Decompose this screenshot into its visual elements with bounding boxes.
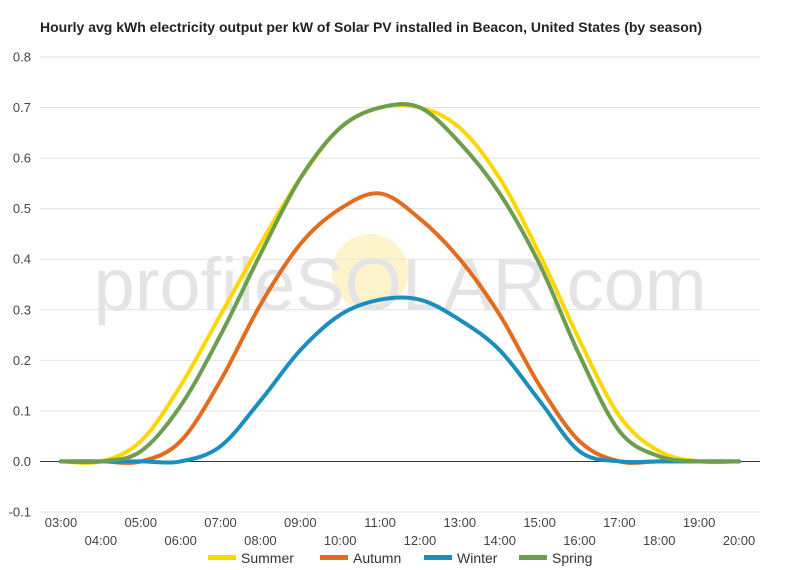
y-axis-ticks: -0.1 0.0 0.1 0.2 0.3 0.4 0.5 0.6 0.7 0.8	[9, 50, 31, 520]
y-tick-label: 0.1	[13, 403, 31, 418]
legend-swatch	[320, 555, 348, 560]
x-tick-label: 05:00	[124, 515, 157, 530]
y-tick-label: 0.7	[13, 100, 31, 115]
y-tick-label: 0.8	[13, 50, 31, 65]
series-lines	[59, 102, 741, 465]
watermark: profileSOLAR.com	[94, 234, 707, 326]
legend: Summer Autumn Winter Spring	[208, 550, 592, 566]
chart-title: Hourly avg kWh electricity output per kW…	[40, 19, 703, 35]
x-tick-label: 17:00	[603, 515, 636, 530]
watermark-text: profileSOLAR.com	[94, 243, 707, 326]
y-tick-label: 0.5	[13, 201, 31, 216]
y-tick-label: 0.4	[13, 252, 31, 267]
x-tick-label: 07:00	[204, 515, 237, 530]
x-tick-label: 03:00	[45, 515, 78, 530]
y-tick-label: -0.1	[9, 505, 31, 520]
x-tick-label: 04:00	[85, 533, 118, 548]
x-tick-label: 16:00	[563, 533, 596, 548]
series-line-winter	[59, 295, 741, 465]
legend-swatch	[208, 555, 236, 560]
series-line-autumn	[59, 191, 741, 465]
series-line-spring	[59, 102, 741, 465]
legend-label: Autumn	[353, 550, 401, 566]
x-tick-label: 12:00	[404, 533, 437, 548]
legend-label: Summer	[241, 550, 294, 566]
x-tick-label: 11:00	[364, 515, 396, 530]
x-tick-label: 15:00	[523, 515, 556, 530]
y-tick-label: 0.3	[13, 302, 31, 317]
legend-label: Spring	[552, 550, 592, 566]
x-tick-label: 19:00	[683, 515, 716, 530]
y-tick-label: 0.2	[13, 353, 31, 368]
legend-swatch	[424, 555, 452, 560]
x-tick-label: 10:00	[324, 533, 357, 548]
x-axis-ticks: 03:00 04:00 05:00 06:00 07:00 08:00 09:00 10:00…	[45, 515, 756, 548]
watermark-sun-icon	[332, 234, 408, 310]
x-tick-label: 18:00	[643, 533, 676, 548]
x-tick-label: 13:00	[444, 515, 477, 530]
y-tick-label: 0.6	[13, 151, 31, 166]
legend-label: Winter	[457, 550, 498, 566]
x-tick-label: 14:00	[483, 533, 516, 548]
grid	[40, 56, 760, 513]
y-tick-label: 0.0	[13, 454, 31, 469]
legend-swatch	[519, 555, 547, 560]
x-tick-label: 09:00	[284, 515, 317, 530]
x-tick-label: 06:00	[164, 533, 197, 548]
x-tick-label: 08:00	[244, 533, 277, 548]
x-tick-label: 20:00	[723, 533, 756, 548]
